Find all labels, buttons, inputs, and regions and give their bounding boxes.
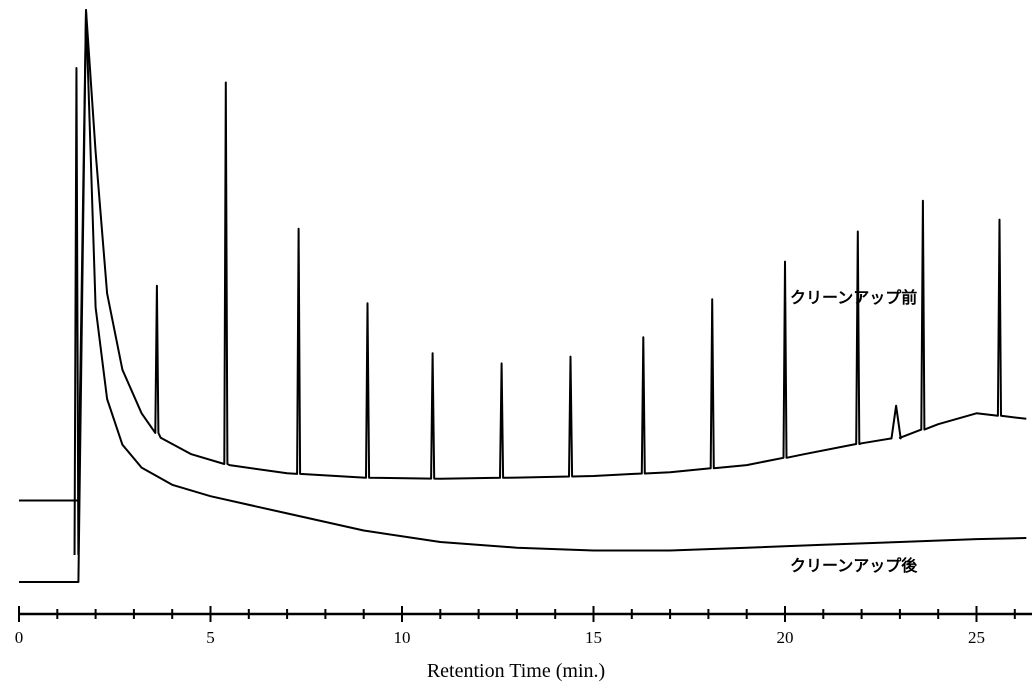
series-label-after-cleanup: クリーンアップ後 [790, 556, 918, 575]
x-ticks [18, 606, 1016, 622]
x-tick-label: 25 [968, 628, 985, 647]
traces [19, 9, 1027, 583]
trace-before-cleanup [19, 9, 1027, 502]
x-tick-label: 10 [394, 628, 411, 647]
x-tick-labels: 0 5 10 15 20 25 [15, 628, 985, 647]
x-tick-label: 15 [585, 628, 602, 647]
solvent-spike [73, 67, 80, 556]
x-axis-label: Retention Time (min.) [427, 660, 605, 682]
trace-after-cleanup [19, 9, 1027, 583]
x-tick-label: 5 [206, 628, 215, 647]
series-label-before-cleanup: クリーンアップ前 [790, 288, 917, 307]
x-tick-label: 20 [777, 628, 794, 647]
x-tick-label: 0 [15, 628, 24, 647]
